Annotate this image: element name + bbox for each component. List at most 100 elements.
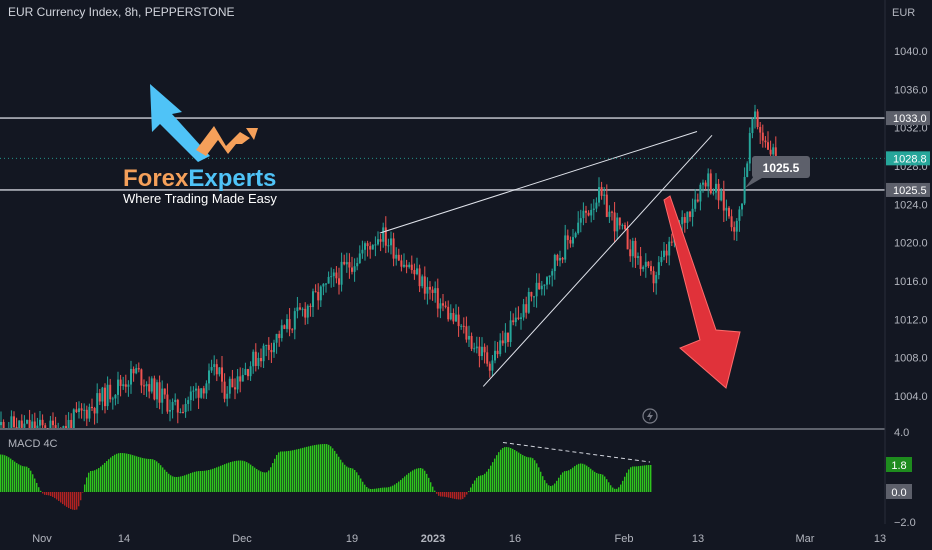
candle-body (702, 182, 704, 185)
down-arrow-icon (663, 195, 741, 389)
candle-body (26, 419, 28, 424)
candle-body (444, 305, 447, 307)
macd-bar (314, 445, 316, 492)
candle-body (205, 383, 208, 394)
macd-bar (422, 468, 424, 492)
macd-bar (216, 467, 218, 492)
candle-body (569, 240, 572, 244)
candle-body (262, 345, 265, 362)
candle-body (712, 192, 715, 194)
candle-body (96, 393, 99, 414)
macd-bar (432, 486, 434, 492)
macd-bar (640, 465, 642, 492)
macd-bar (450, 492, 452, 498)
macd-bar (632, 466, 634, 492)
macd-bar (96, 469, 98, 492)
macd-bar (570, 469, 572, 492)
macd-bar (84, 484, 86, 492)
candle-body (252, 351, 255, 367)
candle-body (665, 250, 668, 256)
macd-bar (580, 463, 582, 492)
candle-body (286, 319, 288, 329)
macd-bar (378, 488, 380, 492)
wedge-lower-line[interactable] (482, 134, 713, 387)
macd-bar (4, 455, 6, 492)
macd-bar (0, 454, 2, 492)
macd-bar (318, 444, 320, 492)
macd-bar (624, 476, 626, 492)
candle-body (722, 191, 725, 211)
candle-body (691, 208, 694, 217)
candle-body (686, 211, 689, 223)
macd-bar (34, 478, 36, 492)
candle-body (75, 409, 78, 413)
candle-body (327, 276, 330, 284)
macd-bar (428, 477, 430, 492)
indicator-name: MACD 4C (8, 438, 58, 450)
macd-bar (134, 455, 136, 492)
candle-body (137, 368, 140, 370)
macd-bar (476, 477, 478, 492)
candle-body (338, 278, 340, 285)
candle-body (280, 325, 283, 339)
y-tick-label: 1012.0 (894, 314, 928, 326)
macd-bar (232, 461, 234, 492)
macd-bar (408, 473, 410, 492)
macd-divergence-line[interactable] (502, 442, 651, 463)
macd-bar (154, 460, 156, 492)
candle-body (756, 111, 759, 127)
macd-bar (576, 464, 578, 492)
callout-1025-5[interactable]: 1025.5 (745, 156, 810, 188)
macd-bar (444, 492, 446, 497)
macd-bar (370, 489, 372, 492)
candle-body (291, 329, 294, 331)
candle-body (31, 421, 34, 428)
macd-bar (162, 467, 164, 492)
candle-body (361, 249, 364, 254)
macd-bar (272, 463, 274, 492)
candle-body (98, 393, 101, 402)
candle-body (182, 411, 184, 413)
candle-body (93, 408, 96, 414)
candle-body (364, 243, 366, 250)
candle-body (696, 199, 699, 202)
macd-bar (100, 466, 102, 492)
candle-body (624, 225, 626, 229)
candle-body (174, 399, 177, 402)
macd-bar (612, 487, 614, 492)
candle-body (395, 254, 398, 259)
macd-bar (302, 447, 304, 492)
macd-bar (482, 475, 484, 492)
candle-body (247, 369, 249, 377)
candle-body (621, 225, 624, 227)
macd-bar (398, 481, 400, 492)
macd-bar (516, 451, 518, 492)
macd-bar (400, 479, 402, 492)
candle-body (101, 387, 104, 402)
macd-bar (368, 488, 370, 492)
macd-bar (508, 447, 510, 492)
candle-body (689, 211, 691, 217)
macd-bar (104, 462, 106, 492)
macd-bar (530, 457, 532, 492)
candle-body (730, 216, 733, 228)
wedge-upper-line[interactable] (379, 131, 698, 234)
macd-bar (78, 492, 80, 507)
candle-body (512, 320, 515, 323)
macd-bar (304, 447, 306, 492)
candle-body (475, 346, 478, 349)
macd-bar (308, 446, 310, 492)
candle-body (509, 320, 512, 342)
candle-body (221, 367, 223, 382)
lightning-icon[interactable] (642, 408, 658, 424)
candle-body (257, 357, 260, 366)
macd-bar (114, 454, 116, 492)
candle-body (551, 271, 554, 276)
macd-bar (618, 487, 620, 492)
macd-bar (278, 452, 280, 492)
candle-body (104, 387, 106, 407)
macd-bar (534, 460, 536, 492)
macd-bar (8, 457, 10, 492)
macd-bar (572, 467, 574, 492)
candle-body (715, 183, 717, 193)
